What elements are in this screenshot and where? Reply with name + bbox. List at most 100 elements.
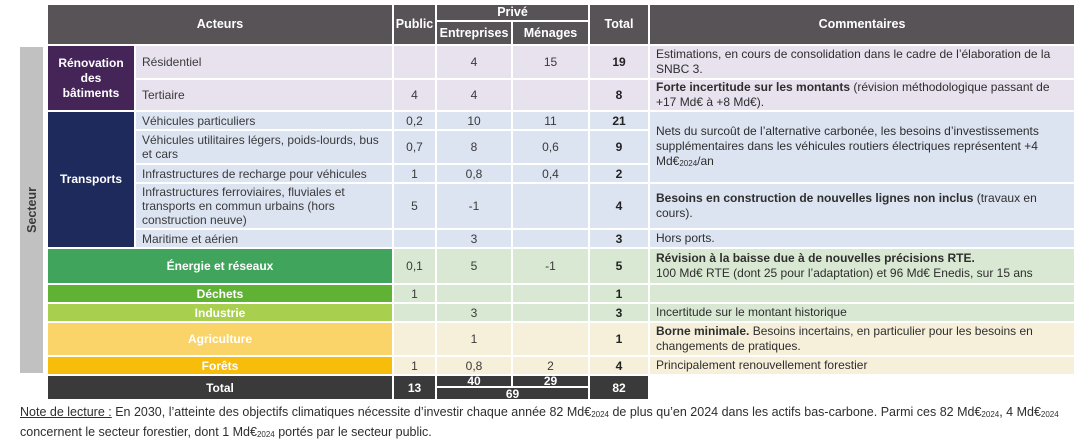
secteur-axis-text: Secteur bbox=[24, 187, 39, 233]
infra-recharge-public: 1 bbox=[394, 165, 437, 184]
row-residentiel-label: Résidentiel bbox=[136, 46, 394, 80]
tertiaire-menages bbox=[513, 80, 590, 112]
dechets-menages bbox=[513, 285, 590, 304]
agriculture-public bbox=[394, 323, 437, 357]
comment-maritime-text: Hors ports. bbox=[656, 231, 715, 245]
agriculture-total: 1 bbox=[590, 323, 650, 357]
energie-public: 0,1 bbox=[394, 249, 437, 285]
infra-ferroviaires-total: 4 bbox=[590, 184, 650, 230]
comment-vehicules: Nets du surcoût de l’alternative carboné… bbox=[650, 112, 1076, 184]
investment-table: Acteurs Public Privé Entreprises Ménages… bbox=[48, 5, 1076, 401]
comment-industrie: Incertitude sur le montant historique bbox=[650, 304, 1076, 323]
comment-energie: Révision à la baisse due à de nouvelles … bbox=[650, 249, 1076, 285]
energie-entreprises: 5 bbox=[437, 249, 513, 285]
header-total: Total bbox=[590, 5, 650, 46]
comment-industrie-text: Incertitude sur le montant historique bbox=[656, 305, 847, 319]
infra-recharge-entreprises: 0,8 bbox=[437, 165, 513, 184]
vehicules-utilitaires-entreprises: 8 bbox=[437, 131, 513, 165]
total-menages: 29 bbox=[513, 376, 590, 388]
header-menages: Ménages bbox=[513, 22, 590, 46]
tertiaire-total: 8 bbox=[590, 80, 650, 112]
maritime-entreprises: 3 bbox=[437, 230, 513, 249]
vehicules-utilitaires-public: 0,7 bbox=[394, 131, 437, 165]
dechets-entreprises bbox=[437, 285, 513, 304]
residentiel-total: 19 bbox=[590, 46, 650, 80]
header-commentaires: Commentaires bbox=[650, 5, 1076, 46]
row-dechets-label: Déchets bbox=[48, 285, 394, 304]
vehicules-particuliers-total: 21 bbox=[590, 112, 650, 131]
comment-energie-text: Révision à la baisse due à de nouvelles … bbox=[656, 251, 1033, 280]
comment-forets: Principalement renouvellement forestier bbox=[650, 357, 1076, 376]
row-agriculture-label: Agriculture bbox=[48, 323, 394, 357]
total-entreprises: 40 bbox=[437, 376, 513, 388]
residentiel-public bbox=[394, 46, 437, 80]
row-vehicules-particuliers-label: Véhicules particuliers bbox=[136, 112, 394, 131]
dechets-total: 1 bbox=[590, 285, 650, 304]
dechets-public: 1 bbox=[394, 285, 437, 304]
industrie-entreprises: 3 bbox=[437, 304, 513, 323]
infra-ferroviaires-entreprises: -1 bbox=[437, 184, 513, 230]
sector-transports: Transports bbox=[48, 112, 136, 249]
comment-residentiel: Estimations, en cours de consolidation d… bbox=[650, 46, 1076, 80]
row-infra-ferroviaires-label: Infrastructures ferroviaires, fluviales … bbox=[136, 184, 394, 230]
comment-residentiel-text: Estimations, en cours de consolidation d… bbox=[656, 47, 1051, 76]
comment-maritime: Hors ports. bbox=[650, 230, 1076, 249]
secteur-axis-label: Secteur bbox=[20, 47, 43, 373]
comment-ferroviaires-text: Besoins en construction de nouvelles lig… bbox=[656, 191, 1037, 220]
comment-agriculture: Borne minimale. Besoins incertains, en p… bbox=[650, 323, 1076, 357]
comment-tertiaire-text: Forte incertitude sur les montants (révi… bbox=[656, 80, 1050, 109]
header-prive: Privé bbox=[437, 5, 590, 22]
comment-vehicules-text: Nets du surcoût de l’alternative carboné… bbox=[656, 123, 1039, 168]
reading-note: Note de lecture : En 2030, l’atteinte de… bbox=[20, 404, 1068, 441]
row-infra-recharge-label: Infrastructures de recharge pour véhicul… bbox=[136, 165, 394, 184]
comment-ferroviaires: Besoins en construction de nouvelles lig… bbox=[650, 184, 1076, 230]
industrie-menages bbox=[513, 304, 590, 323]
header-acteurs: Acteurs bbox=[48, 5, 394, 46]
maritime-total: 3 bbox=[590, 230, 650, 249]
sector-renovation-batiments: Rénovation des bâtiments bbox=[48, 46, 136, 112]
total-overall: 82 bbox=[590, 376, 650, 401]
vehicules-particuliers-menages: 11 bbox=[513, 112, 590, 131]
vehicules-particuliers-entreprises: 10 bbox=[437, 112, 513, 131]
row-maritime-label: Maritime et aérien bbox=[136, 230, 394, 249]
comment-tertiaire: Forte incertitude sur les montants (révi… bbox=[650, 80, 1076, 112]
header-public: Public bbox=[394, 5, 437, 46]
agriculture-entreprises: 1 bbox=[437, 323, 513, 357]
agriculture-menages bbox=[513, 323, 590, 357]
forets-menages: 2 bbox=[513, 357, 590, 376]
row-vehicules-utilitaires-label: Véhicules utilitaires légers, poids-lour… bbox=[136, 131, 394, 165]
row-industrie-label: Industrie bbox=[48, 304, 394, 323]
row-tertiaire-label: Tertiaire bbox=[136, 80, 394, 112]
infra-recharge-menages: 0,4 bbox=[513, 165, 590, 184]
infra-ferroviaires-public: 5 bbox=[394, 184, 437, 230]
industrie-public bbox=[394, 304, 437, 323]
tertiaire-public: 4 bbox=[394, 80, 437, 112]
forets-total: 4 bbox=[590, 357, 650, 376]
residentiel-menages: 15 bbox=[513, 46, 590, 80]
infra-ferroviaires-menages bbox=[513, 184, 590, 230]
forets-entreprises: 0,8 bbox=[437, 357, 513, 376]
vehicules-utilitaires-menages: 0,6 bbox=[513, 131, 590, 165]
total-row-label: Total bbox=[48, 376, 394, 401]
row-energie-label: Énergie et réseaux bbox=[48, 249, 394, 285]
tertiaire-entreprises: 4 bbox=[437, 80, 513, 112]
total-prive: 69 bbox=[437, 388, 590, 401]
forets-public: 1 bbox=[394, 357, 437, 376]
vehicules-particuliers-public: 0,2 bbox=[394, 112, 437, 131]
residentiel-entreprises: 4 bbox=[437, 46, 513, 80]
comment-dechets bbox=[650, 285, 1076, 304]
comment-forets-text: Principalement renouvellement forestier bbox=[656, 358, 868, 372]
reading-note-text: Note de lecture : En 2030, l’atteinte de… bbox=[20, 405, 1059, 439]
industrie-total: 3 bbox=[590, 304, 650, 323]
comment-agriculture-text: Borne minimale. Besoins incertains, en p… bbox=[656, 324, 1033, 353]
maritime-public bbox=[394, 230, 437, 249]
energie-total: 5 bbox=[590, 249, 650, 285]
vehicules-utilitaires-total: 9 bbox=[590, 131, 650, 165]
header-entreprises: Entreprises bbox=[437, 22, 513, 46]
energie-menages: -1 bbox=[513, 249, 590, 285]
total-public: 13 bbox=[394, 376, 437, 401]
maritime-menages bbox=[513, 230, 590, 249]
row-forets-label: Forêts bbox=[48, 357, 394, 376]
infra-recharge-total: 2 bbox=[590, 165, 650, 184]
